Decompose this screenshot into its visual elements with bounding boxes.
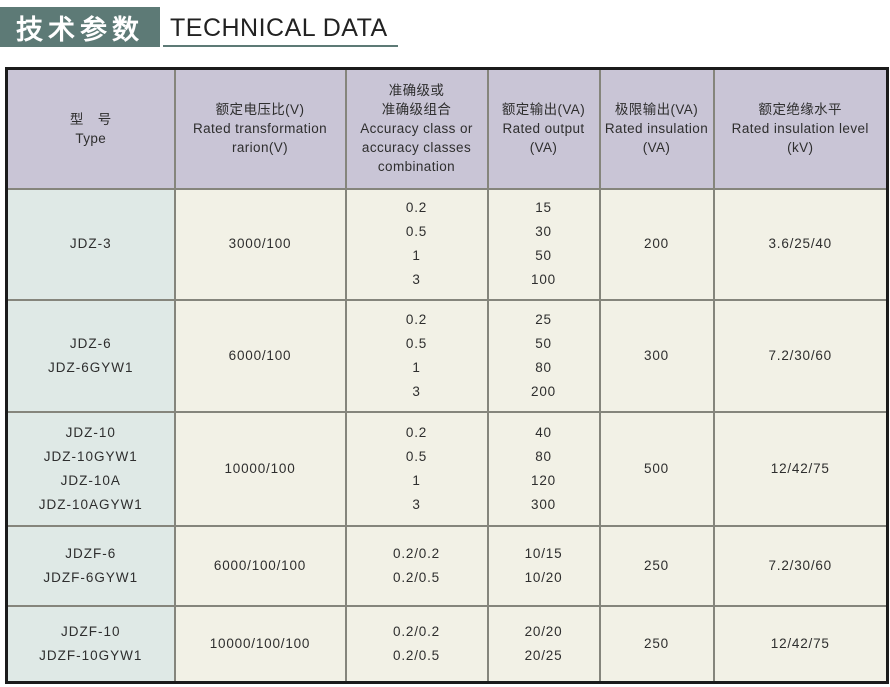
accuracy-cell: 0.2/0.2 0.2/0.5 xyxy=(344,524,489,607)
output-cell: 20/20 20/25 xyxy=(486,604,601,684)
table-row: JDZ-3 3000/100 0.2 0.5 1 3 15 30 50 100 … xyxy=(5,187,889,301)
ratio-cell: 6000/100 xyxy=(173,298,347,413)
accuracy-cell: 0.2/0.2 0.2/0.5 xyxy=(344,604,489,684)
ratio-cell: 6000/100/100 xyxy=(173,524,347,607)
ratio-cell: 10000/100 xyxy=(173,410,347,527)
accuracy-cell: 0.2 0.5 1 3 xyxy=(344,298,489,413)
output-cell: 40 80 120 300 xyxy=(486,410,601,527)
header-accuracy-class: 准确级或 准确级组合 Accuracy class or accuracy cl… xyxy=(344,67,489,190)
technical-data-table: 型 号 Type 额定电压比(V) Rated transformation r… xyxy=(5,67,889,684)
page-header: 技术参数 TECHNICAL DATA xyxy=(0,5,890,47)
insulation-cell: 7.2/30/60 xyxy=(712,524,889,607)
header-type: 型 号 Type xyxy=(5,67,176,190)
type-cell: JDZF-10 JDZF-10GYW1 xyxy=(5,604,176,684)
header-limit-output: 极限输出(VA) Rated insulation (VA) xyxy=(598,67,715,190)
limit-cell: 500 xyxy=(598,410,715,527)
table-row: JDZF-10 JDZF-10GYW1 10000/100/100 0.2/0.… xyxy=(5,604,889,684)
limit-cell: 300 xyxy=(598,298,715,413)
insulation-cell: 3.6/25/40 xyxy=(712,187,889,301)
header-rated-voltage-ratio: 额定电压比(V) Rated transformation rarion(V) xyxy=(173,67,347,190)
limit-cell: 250 xyxy=(598,604,715,684)
title-english: TECHNICAL DATA xyxy=(163,13,398,47)
insulation-cell: 7.2/30/60 xyxy=(712,298,889,413)
type-cell: JDZ-6 JDZ-6GYW1 xyxy=(5,298,176,413)
type-cell: JDZ-3 xyxy=(5,187,176,301)
header-insulation-level: 额定绝缘水平 Rated insulation level (kV) xyxy=(712,67,889,190)
table-header-row: 型 号 Type 额定电压比(V) Rated transformation r… xyxy=(5,67,889,190)
accuracy-cell: 0.2 0.5 1 3 xyxy=(344,187,489,301)
title-chinese: 技术参数 xyxy=(16,14,144,45)
accuracy-cell: 0.2 0.5 1 3 xyxy=(344,410,489,527)
type-cell: JDZF-6 JDZF-6GYW1 xyxy=(5,524,176,607)
ratio-cell: 10000/100/100 xyxy=(173,604,347,684)
table-row: JDZ-10 JDZ-10GYW1 JDZ-10A JDZ-10AGYW1 10… xyxy=(5,410,889,527)
insulation-cell: 12/42/75 xyxy=(712,604,889,684)
table-row: JDZF-6 JDZF-6GYW1 6000/100/100 0.2/0.2 0… xyxy=(5,524,889,607)
output-cell: 15 30 50 100 xyxy=(486,187,601,301)
output-cell: 25 50 80 200 xyxy=(486,298,601,413)
insulation-cell: 12/42/75 xyxy=(712,410,889,527)
ratio-cell: 3000/100 xyxy=(173,187,347,301)
type-cell: JDZ-10 JDZ-10GYW1 JDZ-10A JDZ-10AGYW1 xyxy=(5,410,176,527)
output-cell: 10/15 10/20 xyxy=(486,524,601,607)
limit-cell: 250 xyxy=(598,524,715,607)
title-chinese-block: 技术参数 xyxy=(0,7,160,47)
table-row: JDZ-6 JDZ-6GYW1 6000/100 0.2 0.5 1 3 25 … xyxy=(5,298,889,413)
limit-cell: 200 xyxy=(598,187,715,301)
header-rated-output: 额定输出(VA) Rated output (VA) xyxy=(486,67,601,190)
